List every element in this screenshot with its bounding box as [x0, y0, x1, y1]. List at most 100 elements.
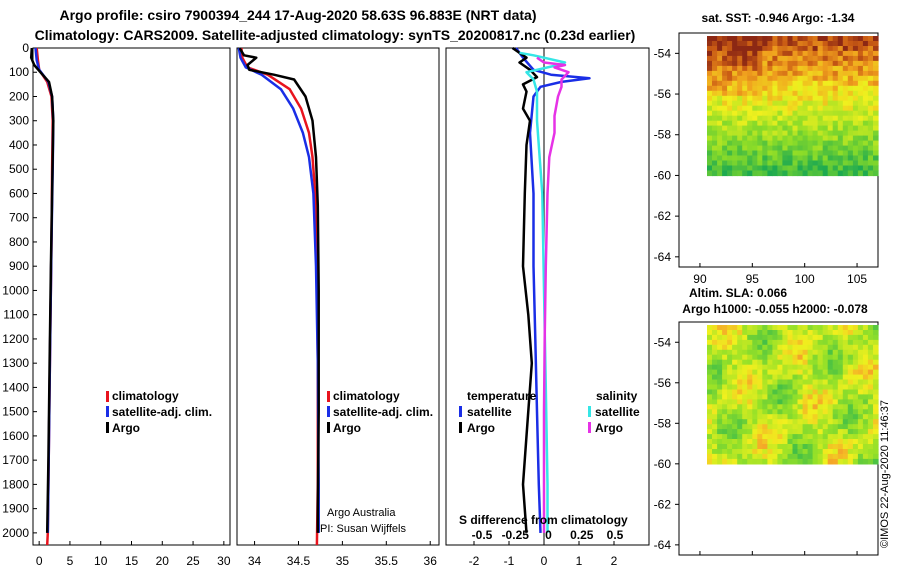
- map-cell: [827, 145, 834, 152]
- x-tick-label: 30: [217, 554, 231, 568]
- map-cell: [762, 409, 768, 415]
- map-cell: [797, 46, 804, 52]
- legend-heading-salinity: salinity: [596, 389, 638, 403]
- map-cell: [737, 334, 743, 341]
- map-cell: [792, 125, 799, 132]
- map-cell: [717, 384, 723, 391]
- map-cell: [867, 434, 874, 440]
- map-cell: [732, 330, 738, 336]
- map-cell: [807, 449, 814, 455]
- map-cell: [822, 36, 829, 42]
- map-cell: [742, 344, 748, 351]
- map-cell: [827, 95, 834, 102]
- map-cell: [722, 389, 728, 396]
- map-cell: [807, 325, 814, 331]
- map-cell: [707, 334, 713, 341]
- depth-tick-label: 700: [9, 211, 29, 225]
- legend-label-sal-argo: Argo: [595, 421, 623, 435]
- map-cell: [727, 145, 733, 152]
- map-cell: [817, 80, 824, 87]
- map-cell: [737, 399, 743, 405]
- map-cell: [717, 389, 723, 396]
- x-tick-label: 0: [541, 554, 548, 568]
- map-cell: [807, 90, 814, 97]
- map-cell: [812, 105, 819, 112]
- map-cell: [782, 394, 788, 400]
- map-cell: [797, 354, 804, 361]
- map-cell: [792, 41, 799, 47]
- map-cell: [757, 449, 763, 455]
- map-cell: [822, 165, 829, 172]
- map-cell: [847, 160, 854, 167]
- map-cell: [752, 339, 758, 346]
- map-cell: [747, 334, 753, 341]
- map-cell: [777, 354, 783, 361]
- map-cell: [762, 424, 768, 430]
- depth-tick-label: 100: [9, 65, 29, 79]
- map-cell: [752, 115, 758, 122]
- map-cell: [837, 145, 844, 152]
- map-cell: [857, 389, 864, 396]
- map-cell: [847, 135, 854, 142]
- map-cell: [752, 135, 758, 142]
- map-cell: [757, 155, 763, 162]
- map-cell: [707, 170, 713, 177]
- map-cell: [827, 404, 834, 410]
- map-cell: [717, 115, 723, 122]
- map-cell: [777, 140, 783, 147]
- map-cell: [862, 70, 869, 77]
- map-cell: [802, 330, 809, 336]
- map-cell: [777, 339, 783, 346]
- map-cell: [762, 339, 768, 346]
- map-cell: [822, 325, 829, 331]
- map-cell: [757, 60, 763, 67]
- map-cell: [732, 100, 738, 107]
- map-cell: [847, 394, 854, 400]
- map-cell: [717, 325, 723, 331]
- map-cell: [767, 95, 773, 102]
- map-cell: [762, 434, 768, 440]
- map-cell: [867, 100, 874, 107]
- map-cell: [772, 125, 778, 132]
- map-cell: [852, 354, 859, 361]
- map-cell: [772, 145, 778, 152]
- map-cell: [802, 434, 809, 440]
- map-cell: [802, 125, 809, 132]
- map-cell: [722, 170, 728, 177]
- map-cell: [737, 369, 743, 376]
- map-cell: [747, 379, 753, 386]
- map-cell: [727, 359, 733, 366]
- map-cell: [752, 100, 758, 107]
- map-cell: [827, 170, 834, 177]
- map-cell: [837, 110, 844, 117]
- legend-label-satellite: satellite-adj. clim.: [333, 405, 433, 419]
- map-cell: [827, 374, 834, 381]
- map-cell: [837, 36, 844, 42]
- map-cell: [712, 140, 718, 147]
- map-cell: [742, 55, 748, 62]
- map-cell: [757, 50, 763, 57]
- map-cell: [772, 389, 778, 396]
- map-cell: [762, 110, 768, 117]
- map-cell: [832, 110, 839, 117]
- map-cell: [787, 449, 794, 455]
- map-cell: [717, 334, 723, 341]
- map-cell: [827, 125, 834, 132]
- map-cell: [827, 439, 834, 445]
- map-cell: [717, 399, 723, 405]
- map-cell: [842, 429, 849, 435]
- map-cell: [732, 160, 738, 167]
- map-cell: [852, 419, 859, 425]
- map-cell: [792, 354, 799, 361]
- map-cell: [837, 394, 844, 400]
- map-cell: [867, 458, 874, 465]
- map-cell: [717, 100, 723, 107]
- map-cell: [873, 125, 879, 132]
- map-cell: [727, 339, 733, 346]
- map-cell: [832, 150, 839, 157]
- map-cell: [712, 339, 718, 346]
- map-cell: [757, 140, 763, 147]
- x-tick-label: 36: [424, 554, 438, 568]
- map-cell: [727, 80, 733, 87]
